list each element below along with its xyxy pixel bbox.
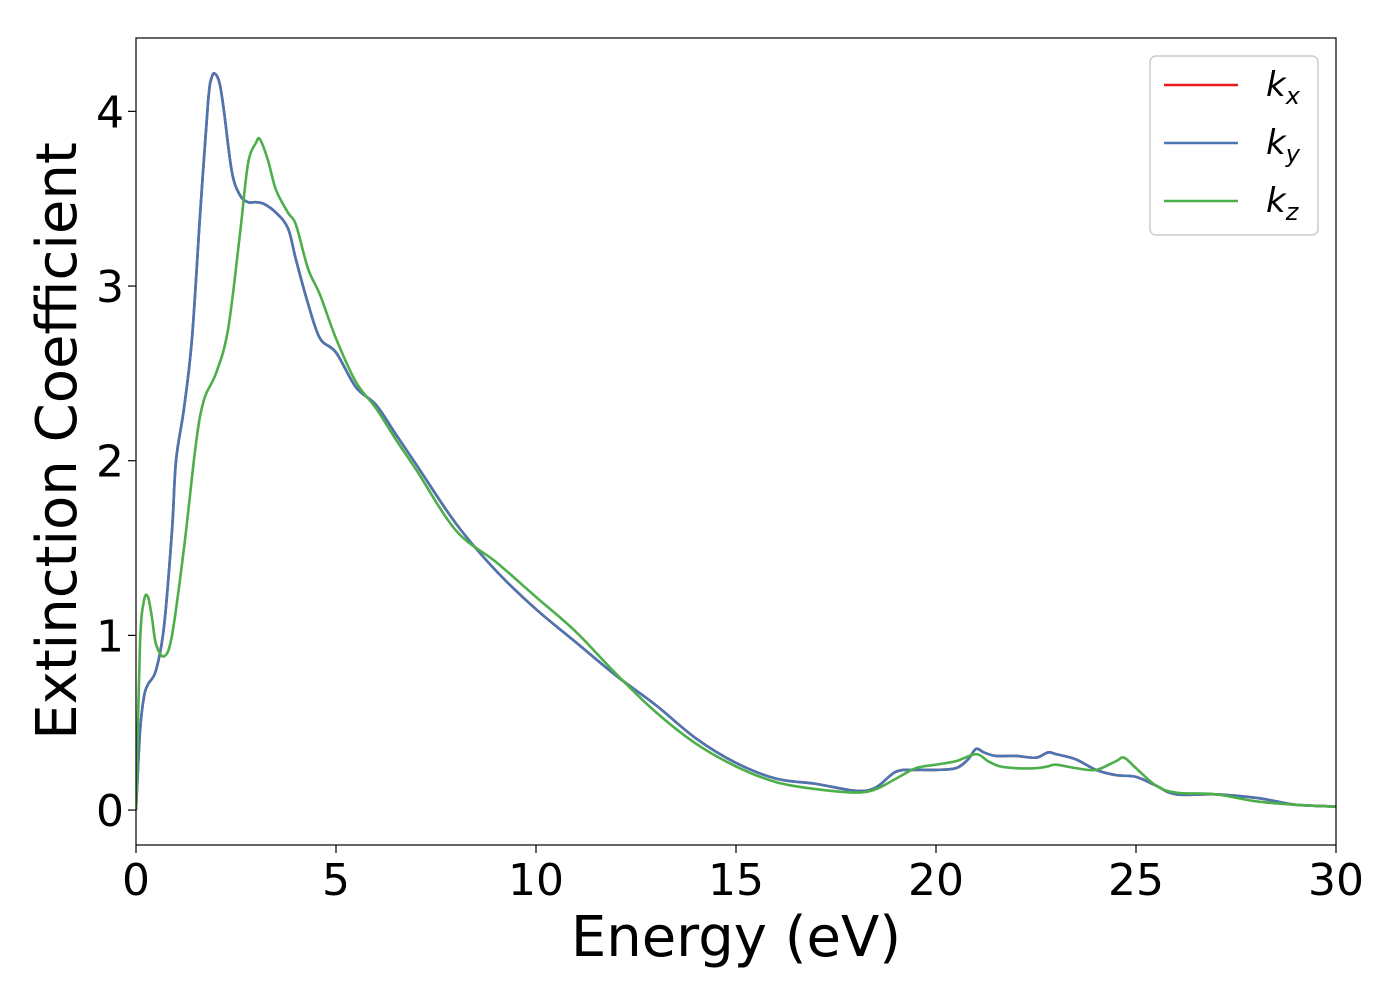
legend-box (1149, 55, 1319, 236)
y-tick-label: 3 (96, 262, 124, 313)
legend-label-subscript: z (1285, 198, 1300, 226)
series-line-kz (136, 136, 1336, 811)
legend-label-base: k (1266, 123, 1287, 163)
legend-label-base: k (1266, 181, 1287, 221)
y-tick-label: 2 (96, 437, 124, 488)
y-tick-label: 1 (96, 611, 124, 662)
x-tick-label: 10 (508, 855, 564, 906)
x-axis-ticks: 0 5 10 15 20 25 30 (122, 845, 1364, 906)
x-tick-label: 5 (322, 855, 350, 906)
y-tick-label: 0 (96, 786, 124, 837)
legend-label-kx: kx (1266, 65, 1301, 110)
x-axis-title: Energy (eV) (571, 905, 901, 970)
legend-label-ky: ky (1266, 123, 1301, 168)
x-tick-label: 30 (1308, 855, 1364, 906)
legend-label-base: k (1266, 65, 1287, 105)
y-axis-ticks: 0 1 2 3 4 (96, 87, 136, 837)
y-tick-label: 4 (96, 87, 124, 138)
x-tick-label: 15 (708, 855, 764, 906)
x-tick-label: 0 (122, 855, 150, 906)
legend-label-subscript: y (1285, 140, 1301, 168)
x-tick-label: 25 (1108, 855, 1164, 906)
series-line-ky (136, 71, 1336, 811)
legend-label-subscript: x (1285, 82, 1301, 110)
legend-label-kz: kz (1266, 181, 1300, 226)
x-tick-label: 20 (908, 855, 964, 906)
y-axis-title: Extinction Coefficient (25, 142, 90, 740)
plot-area (135, 37, 1337, 846)
series-group (136, 71, 1336, 811)
